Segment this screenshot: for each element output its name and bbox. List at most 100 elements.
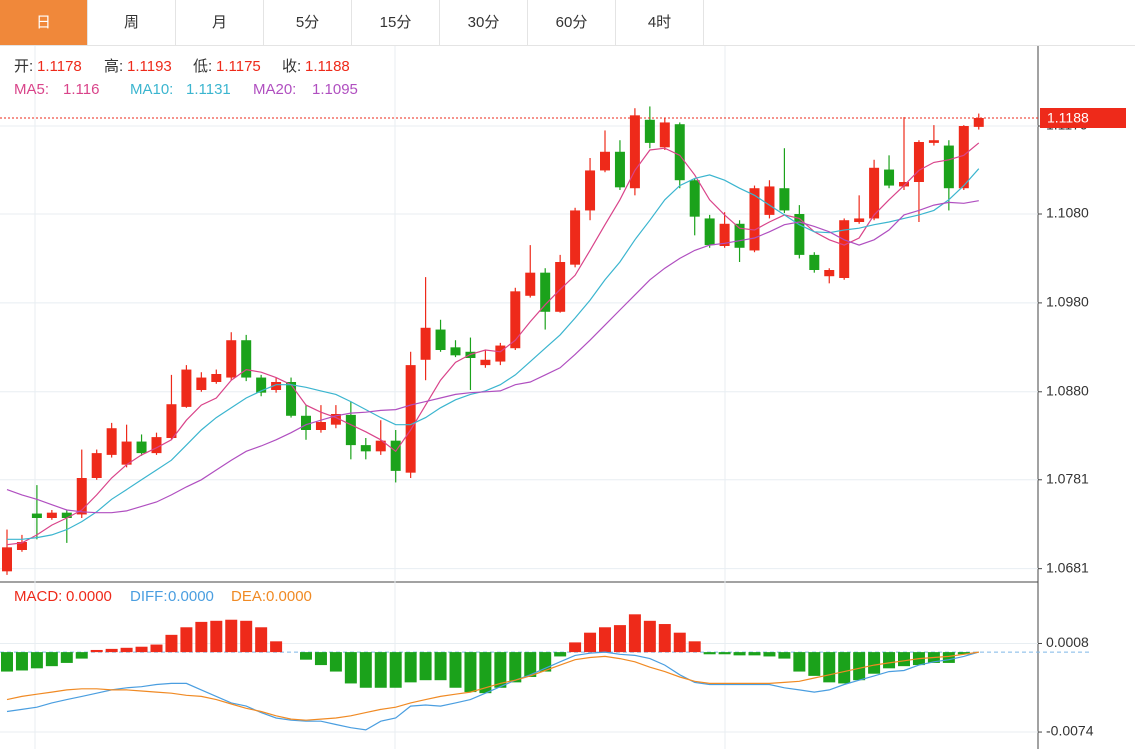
macd-bar	[778, 652, 791, 659]
macd-bar	[240, 620, 253, 653]
candle-body	[555, 262, 566, 312]
candle-body	[884, 169, 895, 186]
macd-bar	[270, 641, 283, 653]
legend-value: 0.0000	[66, 588, 112, 605]
macd-bar	[688, 641, 701, 653]
candle-body	[375, 440, 386, 452]
period-tab[interactable]: 4时	[616, 0, 704, 45]
candle-body	[61, 512, 72, 518]
macd-line	[6, 651, 979, 731]
candle-body	[659, 122, 670, 148]
candle-body	[211, 374, 222, 382]
legend-value: 0.0000	[266, 588, 312, 605]
macd-line	[6, 651, 979, 721]
period-tab[interactable]: 月	[176, 0, 264, 45]
candle-body	[540, 272, 551, 312]
legend-label: DEA:	[231, 588, 266, 605]
legend-value: 1.1131	[186, 81, 231, 98]
candle-body	[869, 167, 880, 219]
ohlc-value: 1.1178	[37, 58, 82, 75]
period-tab[interactable]: 30分	[440, 0, 528, 45]
candle-body	[31, 513, 42, 518]
candle-body	[928, 140, 939, 143]
macd-bar	[75, 652, 88, 659]
candle-body	[600, 151, 610, 171]
period-tab[interactable]: 周	[88, 0, 176, 45]
macd-bar	[613, 625, 626, 653]
candle-body	[181, 369, 192, 407]
candle-body	[121, 441, 132, 465]
y-tick-label: 1.0880	[1046, 382, 1089, 398]
macd-bar	[60, 652, 73, 663]
legend-label: MA20:	[253, 81, 296, 98]
macd-bar	[643, 620, 656, 653]
candle-body	[525, 272, 536, 296]
macd-bar	[942, 652, 955, 663]
candle-body	[405, 365, 416, 473]
tab-bar: 日周月 5分 15分 30分 60分 4时	[0, 0, 1135, 46]
candle-body	[480, 359, 491, 366]
price-tag	[1040, 108, 1126, 128]
macd-bar	[329, 652, 342, 672]
candle-body	[315, 422, 326, 430]
candle-body	[734, 223, 745, 248]
macd-bar	[494, 652, 507, 688]
macd-bar	[957, 652, 970, 655]
period-tab[interactable]: 60分	[528, 0, 616, 45]
candle-body	[839, 220, 850, 278]
macd-bar	[853, 652, 866, 681]
macd-bar	[464, 652, 477, 693]
legend-value: 1.1095	[312, 81, 358, 98]
macd-bar	[344, 652, 357, 684]
candle-body	[764, 186, 775, 215]
macd-bar	[404, 652, 417, 683]
candle-body	[286, 382, 297, 416]
macd-bar	[793, 652, 806, 672]
ohlc-value: 1.1193	[127, 58, 172, 75]
candle-body	[345, 414, 356, 446]
candle-body	[2, 547, 12, 572]
candle-body	[719, 223, 730, 246]
macd-bar	[180, 627, 193, 653]
macd-bar	[868, 652, 881, 674]
macd-bar	[225, 619, 238, 653]
macd-bar	[419, 652, 432, 681]
macd-bar	[449, 652, 462, 688]
period-tab[interactable]: 15分	[352, 0, 440, 45]
macd-bar	[898, 652, 910, 667]
period-tab[interactable]: 5分	[264, 0, 352, 45]
macd-bar	[90, 649, 103, 653]
macd-bar	[165, 634, 178, 653]
macd-bar	[150, 644, 163, 653]
macd-bar	[30, 652, 43, 669]
macd-bar	[599, 627, 611, 653]
ma-line	[6, 142, 980, 546]
legend-label: MA10:	[130, 81, 173, 98]
macd-bar	[195, 621, 208, 653]
candle-body	[16, 542, 27, 550]
legend-value: 1.116	[63, 81, 99, 98]
y-tick-label: 1.1080	[1046, 205, 1089, 221]
candle-body	[76, 478, 87, 515]
candle-body	[689, 180, 700, 217]
y-tick-label: 0.0008	[1046, 634, 1089, 650]
macd-bar	[838, 652, 851, 684]
macd-bar	[628, 614, 641, 653]
candle-body	[390, 440, 401, 471]
y-tick-label: 1.0980	[1046, 294, 1089, 310]
ohlc-value: 1.1188	[305, 58, 350, 75]
period-tab[interactable]: 日	[0, 0, 88, 45]
candle-body	[899, 182, 909, 187]
legend-label: MA5:	[14, 81, 49, 98]
ohlc-label: 开:	[14, 58, 33, 75]
macd-bar	[883, 652, 896, 669]
candle-body	[450, 347, 461, 356]
ohlc-label: 收:	[282, 58, 301, 75]
macd-bar	[524, 652, 537, 677]
macd-bar	[255, 627, 268, 653]
candle-body	[91, 453, 102, 478]
macd-bar	[763, 652, 776, 657]
candle-body	[809, 254, 820, 270]
